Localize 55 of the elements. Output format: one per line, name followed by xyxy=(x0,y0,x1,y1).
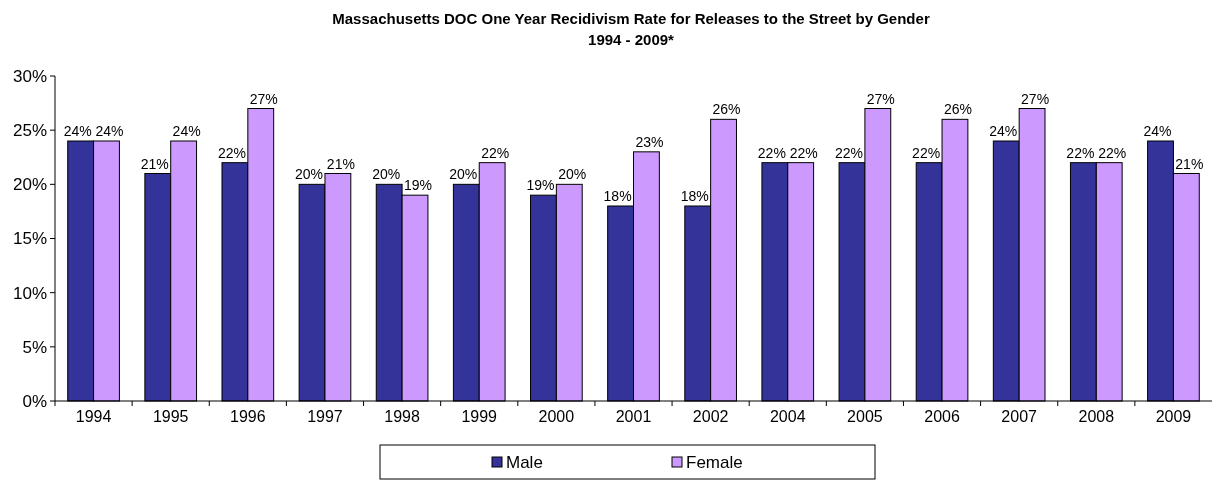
data-label: 24% xyxy=(172,123,201,139)
x-tick-label: 2006 xyxy=(924,408,960,425)
data-label: 24% xyxy=(95,123,124,139)
data-label: 20% xyxy=(558,166,587,183)
x-tick-label: 1995 xyxy=(152,408,189,425)
data-label: 23% xyxy=(635,133,664,150)
y-tick-label: 15% xyxy=(12,229,47,249)
y-tick-label: 5% xyxy=(22,337,47,357)
data-label: 27% xyxy=(866,90,895,107)
legend-label: Male xyxy=(506,452,543,472)
y-tick-label: 20% xyxy=(12,175,47,195)
data-label: 27% xyxy=(1021,90,1050,107)
data-label: 18% xyxy=(680,188,709,204)
x-tick-label: 2005 xyxy=(847,408,883,425)
x-tick-label: 2002 xyxy=(692,408,729,425)
data-label: 26% xyxy=(943,101,972,118)
data-label: 22% xyxy=(217,144,246,161)
data-label: 21% xyxy=(140,155,169,172)
chart-title: Massachusetts DOC One Year Recidivism Rate for Releases to the Street by Gender 1994 - 2009* xyxy=(332,10,930,48)
x-tick-label: 2008 xyxy=(1078,408,1115,425)
data-label: 22% xyxy=(1066,144,1095,161)
y-tick-label: 10% xyxy=(12,283,47,303)
x-tick-label: 1994 xyxy=(75,408,112,425)
data-label: 21% xyxy=(326,155,355,172)
data-label: 24% xyxy=(63,123,92,139)
y-tick-label: 0% xyxy=(22,391,47,411)
y-tick-label: 25% xyxy=(12,121,47,141)
data-label: 22% xyxy=(834,144,863,161)
data-label: 20% xyxy=(449,166,478,183)
x-tick-label: 2007 xyxy=(1001,408,1038,425)
data-label: 20% xyxy=(372,166,401,183)
x-tick-label: 2000 xyxy=(538,408,575,425)
x-tick-label: 1998 xyxy=(384,408,420,425)
data-label: 19% xyxy=(526,177,555,194)
data-label: 22% xyxy=(757,144,786,161)
x-tick-label: 1999 xyxy=(461,408,498,425)
x-tick-label: 1997 xyxy=(307,408,343,425)
x-tick-label: 1996 xyxy=(230,408,266,425)
data-label: 18% xyxy=(603,188,632,204)
data-label: 22% xyxy=(481,144,510,161)
legend-label: Female xyxy=(686,452,743,472)
y-tick-label: 30% xyxy=(12,66,47,86)
data-label: 26% xyxy=(712,101,741,118)
data-label: 22% xyxy=(912,144,941,161)
data-label: 21% xyxy=(1175,155,1204,172)
x-tick-label: 2009 xyxy=(1155,408,1192,425)
data-label: 19% xyxy=(404,177,433,194)
data-label: 22% xyxy=(789,144,818,161)
x-tick-label: 2004 xyxy=(769,408,806,425)
data-label: 24% xyxy=(1143,123,1172,139)
data-label: 20% xyxy=(295,166,324,183)
x-tick-label: 2001 xyxy=(615,408,652,425)
data-label: 27% xyxy=(249,90,278,107)
data-label: 22% xyxy=(1098,144,1127,161)
data-label: 24% xyxy=(989,123,1018,139)
